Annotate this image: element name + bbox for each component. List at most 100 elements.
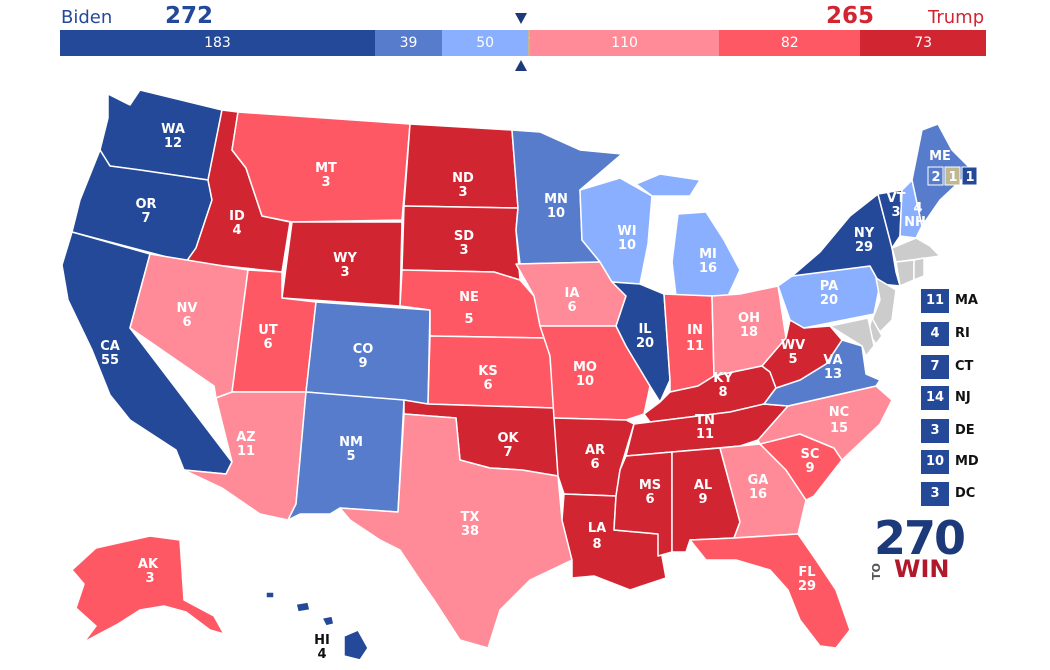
- label-IL-abbr: IL: [638, 322, 651, 337]
- label-MI-abbr: MI: [699, 247, 717, 262]
- label-KY-ev: 8: [718, 385, 727, 400]
- label-HI-ev: 4: [317, 647, 326, 662]
- label-OH-ev: 18: [740, 325, 758, 340]
- label-FL-ev: 29: [798, 579, 816, 594]
- ne-name-CT: CT: [955, 359, 974, 374]
- state-RI[interactable]: [913, 257, 925, 281]
- state-FL[interactable]: [689, 533, 851, 649]
- threshold-marker-bottom-icon: [515, 60, 527, 71]
- label-UT-abbr: UT: [258, 323, 278, 338]
- label-NE-abbr: NE: [459, 290, 479, 305]
- label-TN-abbr: TN: [695, 413, 715, 428]
- state-WV[interactable]: [761, 319, 843, 389]
- logo-number: 270: [874, 511, 966, 565]
- label-NM-abbr: NM: [339, 435, 363, 450]
- label-VT-abbr: VT: [887, 191, 906, 206]
- label-WI-abbr: WI: [617, 224, 636, 239]
- state-NH[interactable]: [899, 179, 923, 239]
- maine-district-label: 1: [948, 170, 957, 185]
- state-MA[interactable]: [891, 237, 941, 263]
- label-AL-ev: 9: [698, 492, 707, 507]
- label-LA-ev: 8: [592, 537, 601, 552]
- label-AR-abbr: AR: [585, 443, 605, 458]
- biden-name: Biden: [61, 7, 113, 28]
- bar-segment: 73: [860, 30, 986, 56]
- label-AK-abbr: AK: [138, 557, 159, 572]
- label-VA-ev: 13: [824, 367, 842, 382]
- ne-box-RI[interactable]: 4: [921, 322, 949, 346]
- label-MS-abbr: MS: [639, 478, 661, 493]
- label-AZ-ev: 11: [237, 444, 255, 459]
- label-KS-ev: 6: [483, 378, 492, 393]
- label-WA-ev: 12: [164, 136, 182, 151]
- label-NE-ev: 5: [464, 312, 473, 327]
- label-AK-ev: 3: [145, 571, 154, 586]
- state-MI[interactable]: [635, 173, 741, 297]
- label-WA-abbr: WA: [161, 122, 185, 137]
- label-ND-abbr: ND: [452, 171, 474, 186]
- state-IL[interactable]: [611, 281, 671, 403]
- label-NC-ev: 15: [830, 421, 848, 436]
- ne-box-CT[interactable]: 7: [921, 355, 949, 379]
- state-NY[interactable]: [791, 193, 901, 287]
- biden-total: 272: [165, 3, 214, 29]
- bar-segment: 50: [442, 30, 529, 56]
- label-VT-ev: 3: [891, 205, 900, 220]
- label-SD-ev: 3: [459, 243, 468, 258]
- label-NY-ev: 29: [855, 240, 873, 255]
- label-PA-ev: 20: [820, 293, 838, 308]
- ne-name-DC: DC: [955, 486, 976, 501]
- label-OH-abbr: OH: [738, 311, 760, 326]
- label-NH-abbr: NH: [904, 215, 926, 230]
- state-HI[interactable]: [265, 591, 369, 661]
- logo-to: TO: [869, 563, 883, 580]
- label-KS-abbr: KS: [478, 364, 497, 379]
- bar-segment: 183: [60, 30, 375, 56]
- maine-district-1[interactable]: [961, 166, 978, 186]
- ne-name-RI: RI: [955, 326, 970, 341]
- label-IL-ev: 20: [636, 336, 654, 351]
- ne-box-DC[interactable]: 3: [921, 482, 949, 506]
- label-ME-abbr: ME: [929, 149, 951, 164]
- label-UT-ev: 6: [263, 337, 272, 352]
- label-KY-abbr: KY: [713, 371, 733, 386]
- ne-box-NJ[interactable]: 14: [921, 386, 949, 410]
- label-IN-abbr: IN: [687, 323, 703, 338]
- label-AZ-abbr: AZ: [236, 430, 256, 445]
- state-MS[interactable]: [613, 451, 673, 557]
- state-AK[interactable]: [71, 535, 225, 643]
- maine-district-label: 2: [931, 170, 940, 185]
- label-CO-abbr: CO: [353, 342, 374, 357]
- 270towin-logo[interactable]: 270 TO WIN: [869, 511, 966, 583]
- label-AL-abbr: AL: [694, 478, 712, 493]
- bar-segment: 1: [528, 30, 530, 56]
- ne-name-DE: DE: [955, 423, 975, 438]
- ne-box-MD[interactable]: 10: [921, 450, 949, 474]
- state-MD[interactable]: [829, 317, 875, 357]
- ne-box-DE[interactable]: 3: [921, 419, 949, 443]
- label-IN-ev: 11: [686, 339, 704, 354]
- label-MN-ev: 10: [547, 206, 565, 221]
- state-CT[interactable]: [895, 259, 915, 287]
- label-FL-abbr: FL: [798, 565, 815, 580]
- label-NH-ev: 4: [913, 201, 922, 216]
- ne-box-MA[interactable]: 11: [921, 289, 949, 313]
- label-WV-abbr: WV: [781, 338, 805, 353]
- bar-segment: 110: [529, 30, 720, 56]
- label-CA-abbr: CA: [100, 339, 120, 354]
- label-MN-abbr: MN: [544, 192, 568, 207]
- label-GA-abbr: GA: [748, 473, 769, 488]
- label-NV-ev: 6: [182, 315, 191, 330]
- label-NM-ev: 5: [346, 449, 355, 464]
- label-AR-ev: 6: [590, 457, 599, 472]
- label-NY-abbr: NY: [854, 226, 875, 241]
- label-OR-ev: 7: [141, 211, 150, 226]
- label-ND-ev: 3: [458, 185, 467, 200]
- maine-district-statewide[interactable]: [927, 166, 944, 186]
- maine-district-2[interactable]: [944, 166, 961, 186]
- label-TX-abbr: TX: [461, 510, 480, 525]
- label-OK-abbr: OK: [497, 431, 519, 446]
- state-TX[interactable]: [339, 413, 573, 649]
- maine-district-label: 1: [965, 170, 974, 185]
